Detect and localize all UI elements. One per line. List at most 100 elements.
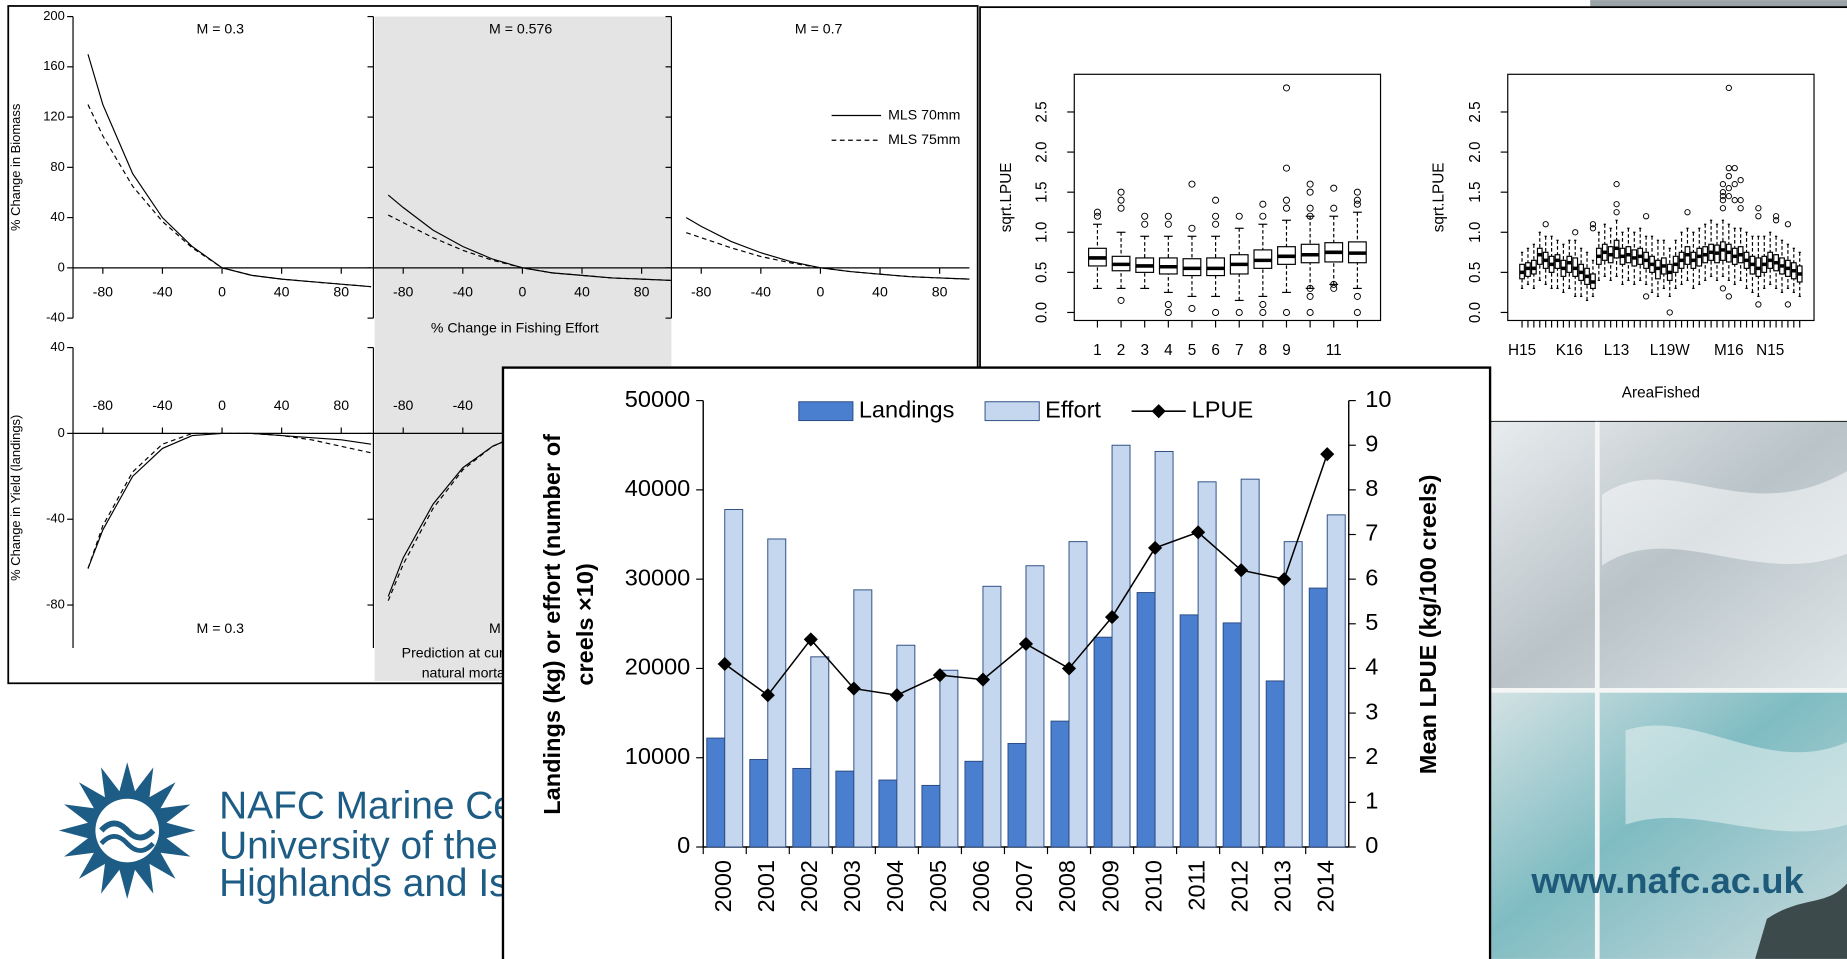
x-tick-label: M16: [1714, 342, 1744, 359]
x-tick-label: -80: [393, 283, 414, 299]
y-tick-label: 2.0: [1034, 141, 1051, 162]
website: www.nafc.ac.uk: [1530, 860, 1804, 901]
page: {"chart_data": [ {"type": "line", "x_lab…: [0, 0, 1847, 959]
y-tick-label: -40: [46, 511, 65, 526]
y2-tick-label: 2: [1365, 743, 1378, 769]
x-tick-label: 2005: [925, 860, 951, 912]
x-tick-label: 0: [218, 397, 226, 413]
bar: [1309, 588, 1327, 847]
x-tick-label: -80: [93, 283, 114, 299]
logo-line: University of the: [219, 824, 498, 867]
x-tick-label: 2000: [710, 860, 736, 912]
legend-swatch: [985, 402, 1039, 421]
x-tick-label: 2010: [1140, 860, 1166, 912]
photo-divider: [1491, 688, 1847, 693]
bar: [1069, 542, 1087, 847]
x-tick-label: 2006: [968, 860, 994, 912]
y-axis-title: creels ×10): [572, 563, 598, 685]
y2-tick-label: 8: [1365, 475, 1378, 501]
x-tick-label: 2012: [1226, 860, 1252, 912]
bar: [1094, 637, 1112, 847]
y-axis-title: sqrt.LPUE: [1430, 163, 1447, 233]
bar: [1137, 593, 1155, 847]
bar: [1241, 479, 1259, 847]
bar: [1051, 721, 1069, 847]
y-tick-label: 1.0: [1034, 222, 1051, 243]
bar: [1155, 451, 1173, 847]
legend-label: Landings: [859, 396, 955, 422]
y-tick-label: 120: [43, 109, 65, 124]
y-tick-label: 2.5: [1467, 101, 1484, 122]
bar: [1180, 615, 1198, 847]
y-tick-label: 1.5: [1034, 182, 1051, 203]
bar: [1112, 445, 1130, 847]
y-tick-label: 0: [58, 425, 65, 440]
y-tick-label: 50000: [625, 386, 690, 412]
x-tick-label: L19W: [1650, 342, 1691, 359]
y2-axis-title: Mean LPUE (kg/100 creels): [1415, 475, 1441, 775]
y2-tick-label: 10: [1365, 386, 1391, 412]
x-tick-label: 40: [574, 283, 590, 299]
bar: [922, 785, 940, 847]
y-axis-title: Landings (kg) or effort (number of: [539, 434, 565, 815]
x-axis-title: % Change in Fishing Effort: [431, 319, 599, 335]
x-tick-label: -80: [93, 397, 114, 413]
y2-tick-label: 7: [1365, 520, 1378, 546]
y-tick-label: 1.0: [1467, 222, 1484, 243]
y2-tick-label: 3: [1365, 698, 1378, 724]
y-tick-label: 40: [50, 339, 64, 354]
x-tick-label: -80: [393, 397, 414, 413]
bar: [879, 780, 897, 847]
y-tick-label: 160: [43, 58, 65, 73]
x-tick-label: 0: [218, 283, 226, 299]
y-axis-title: % Change in Yield (landings): [8, 415, 23, 581]
panel-title: M = 0.7: [795, 20, 843, 36]
collage: % Change in Biomass-4004080120160200-80-…: [0, 0, 1847, 959]
legend-label: Effort: [1045, 396, 1101, 422]
bar: [811, 657, 829, 847]
x-tick-label: 2009: [1097, 860, 1123, 912]
x-tick-label: -40: [453, 397, 474, 413]
y-tick-label: 2.5: [1034, 101, 1051, 122]
x-tick-label: 2003: [839, 860, 865, 912]
bar: [1284, 542, 1302, 847]
x-tick-label: 8: [1259, 342, 1268, 359]
y-tick-label: 1.5: [1467, 182, 1484, 203]
y-tick-label: 0.0: [1034, 302, 1051, 323]
x-tick-label: -40: [152, 283, 173, 299]
x-tick-label: 80: [333, 283, 349, 299]
y-tick-label: 0: [58, 259, 65, 274]
y-axis-title: sqrt.LPUE: [998, 163, 1015, 233]
x-tick-label: 40: [872, 283, 888, 299]
legend-swatch: [799, 402, 853, 421]
x-tick-label: L13: [1604, 342, 1630, 359]
x-tick-label: 2: [1117, 342, 1126, 359]
bar: [965, 761, 983, 847]
x-tick-label: H15: [1508, 342, 1536, 359]
x-tick-label: 40: [274, 397, 290, 413]
x-tick-label: 2007: [1011, 860, 1037, 912]
bar: [1008, 743, 1026, 847]
panel-title: M = 0.3: [197, 20, 245, 36]
x-tick-label: 80: [333, 397, 349, 413]
bar: [750, 760, 768, 848]
bar: [707, 738, 725, 847]
x-tick-label: 2004: [882, 860, 908, 912]
x-tick-label: -40: [152, 397, 173, 413]
y-axis-title: % Change in Biomass: [8, 104, 23, 231]
bar: [725, 510, 743, 848]
x-tick-label: 2002: [796, 860, 822, 912]
x-tick-label: 2008: [1054, 860, 1080, 912]
y2-tick-label: 6: [1365, 564, 1378, 590]
x-tick-label: 7: [1235, 342, 1244, 359]
y-tick-label: 10000: [625, 743, 690, 769]
y-tick-label: 30000: [625, 564, 690, 590]
bar: [983, 586, 1001, 847]
y2-tick-label: 9: [1365, 430, 1378, 456]
x-tick-label: 6: [1211, 342, 1220, 359]
x-tick-label: 1: [1093, 342, 1102, 359]
legend-label: LPUE: [1192, 396, 1254, 422]
x-tick-label: K16: [1556, 342, 1583, 359]
x-tick-label: 40: [274, 283, 290, 299]
bar: [1026, 566, 1044, 847]
